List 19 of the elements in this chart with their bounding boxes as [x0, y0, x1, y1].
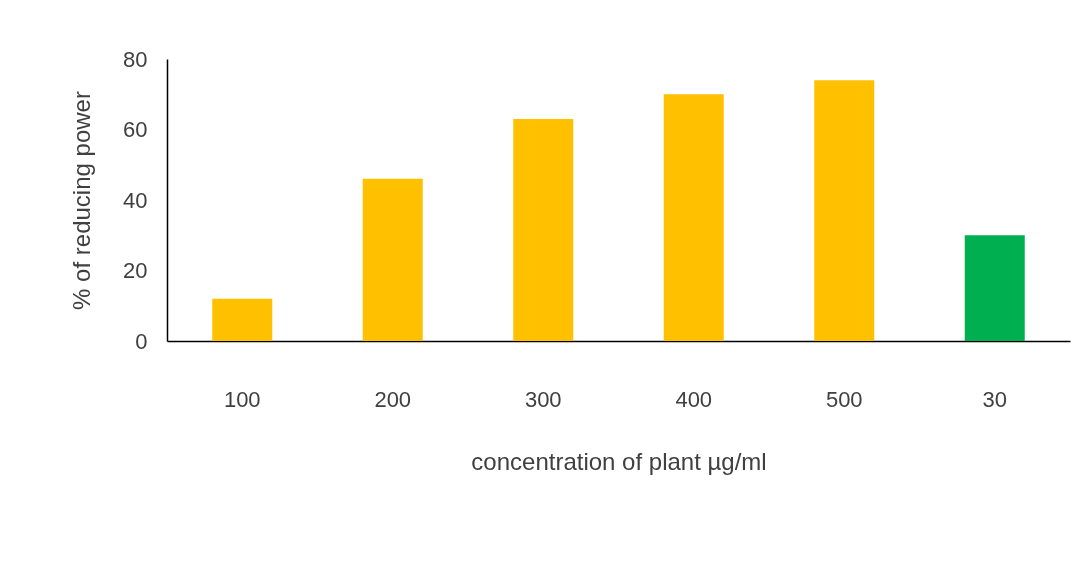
x-axis-title: concentration of plant µg/ml [471, 447, 767, 475]
y-tick-label: 80 [123, 46, 148, 72]
bar [663, 94, 724, 341]
bar [964, 235, 1025, 341]
bar [212, 298, 273, 341]
y-tick-label: 20 [123, 258, 148, 283]
bar [362, 178, 423, 341]
y-axis-title: % of reducing power [68, 91, 96, 310]
x-tick-label: 500 [825, 386, 863, 412]
y-tick-label: 40 [123, 187, 148, 213]
bar [513, 118, 574, 341]
x-tick-label: 200 [374, 386, 412, 412]
x-tick-label: 100 [223, 386, 261, 412]
y-tick-label: 0 [135, 328, 148, 354]
x-tick-label: 30 [982, 386, 1007, 412]
x-tick-label: 400 [675, 386, 713, 412]
bar [814, 80, 875, 341]
y-tick-label: 60 [123, 117, 148, 142]
x-tick-label: 300 [524, 386, 562, 412]
